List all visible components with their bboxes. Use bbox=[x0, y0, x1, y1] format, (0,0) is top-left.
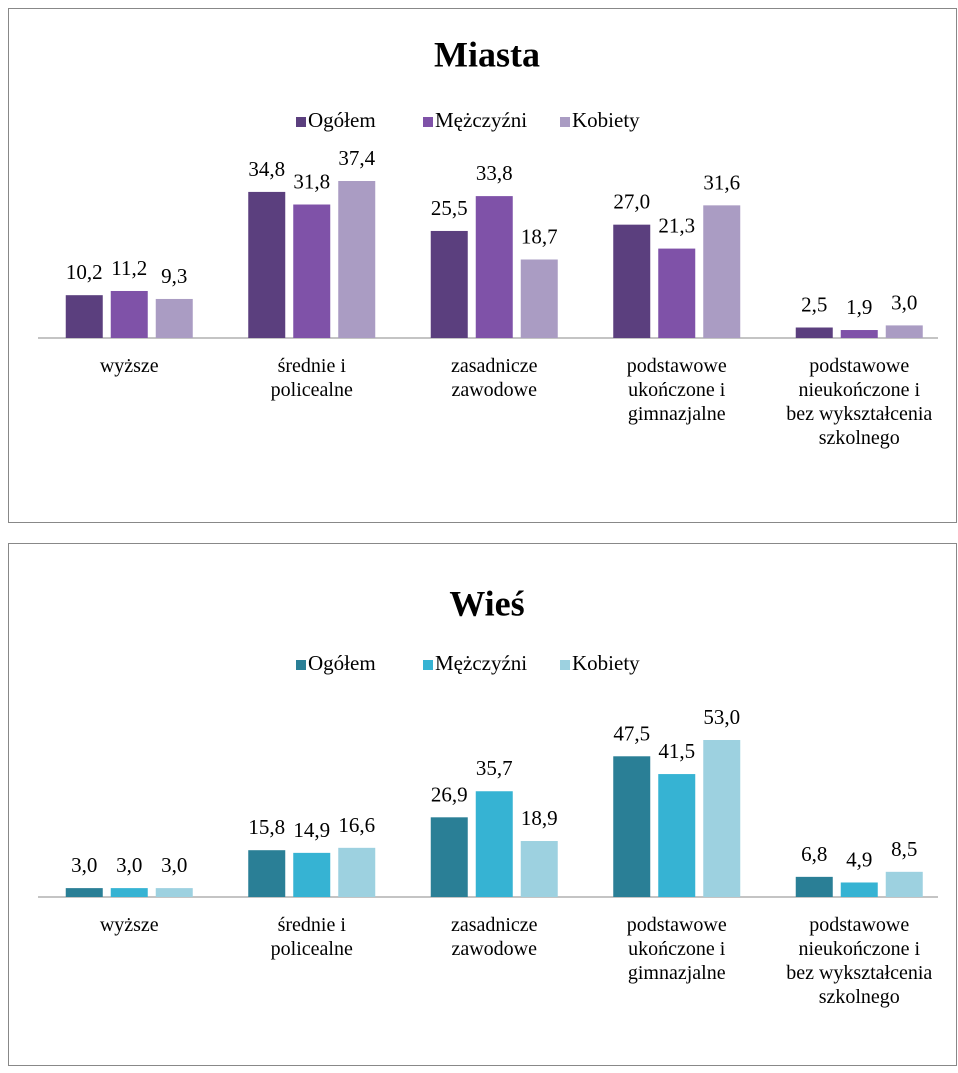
bar bbox=[885, 871, 923, 897]
value-label: 25,5 bbox=[431, 196, 468, 220]
category-label-box: podstawowe nieukończone i bez wykształce… bbox=[786, 355, 933, 449]
x-tick-label: wyższe bbox=[99, 355, 159, 377]
value-label: 26,9 bbox=[431, 782, 468, 806]
x-tick-label: podstawowe nieukończone i bez wykształce… bbox=[786, 914, 933, 1008]
bar bbox=[613, 756, 651, 897]
category-label-box: średnie i policealne bbox=[270, 355, 353, 401]
bar bbox=[795, 876, 833, 897]
bar bbox=[475, 791, 513, 897]
x-tick-label: zasadnicze zawodowe bbox=[450, 355, 538, 401]
bar bbox=[840, 882, 878, 897]
category-label-box: wyższe bbox=[99, 914, 159, 936]
category-label-box: zasadnicze zawodowe bbox=[450, 914, 538, 960]
x-tick-label: średnie i policealne bbox=[270, 914, 353, 960]
chart: Miasta Ogółem Mężczyźni Kobiety 10,2 11,2 9,3 w… bbox=[8, 8, 957, 523]
bar bbox=[658, 248, 696, 338]
legend-label: Mężczyźni bbox=[435, 651, 527, 675]
value-label: 31,8 bbox=[293, 170, 330, 194]
chart: Wieś Ogółem Mężczyźni Kobiety 3,0 3,0 3,0 wyższ… bbox=[8, 543, 957, 1066]
value-label: 9,3 bbox=[161, 264, 187, 288]
legend-swatch bbox=[296, 117, 306, 127]
legend-swatch bbox=[296, 660, 306, 670]
bar bbox=[110, 888, 148, 897]
value-label: 31,6 bbox=[703, 170, 740, 194]
value-label: 21,3 bbox=[658, 214, 695, 238]
bar bbox=[155, 298, 193, 338]
bar bbox=[703, 740, 741, 897]
bar bbox=[65, 295, 103, 338]
x-tick-label: zasadnicze zawodowe bbox=[450, 914, 538, 960]
value-label: 1,9 bbox=[846, 295, 872, 319]
value-label: 16,6 bbox=[338, 813, 375, 837]
x-tick-label: podstawowe nieukończone i bez wykształce… bbox=[786, 355, 933, 449]
bar bbox=[430, 230, 468, 338]
bar bbox=[703, 205, 741, 338]
x-tick-label: podstawowe ukończone i gimnazjalne bbox=[626, 355, 727, 425]
value-label: 8,5 bbox=[891, 837, 917, 861]
bar bbox=[613, 224, 651, 338]
category-label-box: podstawowe ukończone i gimnazjalne bbox=[626, 914, 727, 984]
category-label-box: średnie i policealne bbox=[270, 914, 353, 960]
bar bbox=[293, 204, 331, 338]
bar bbox=[293, 852, 331, 897]
value-label: 15,8 bbox=[248, 815, 285, 839]
legend-label: Kobiety bbox=[572, 651, 640, 675]
value-label: 27,0 bbox=[613, 190, 650, 214]
chart-title: Miasta bbox=[434, 34, 540, 74]
category-label-box: podstawowe ukończone i gimnazjalne bbox=[626, 355, 727, 425]
bar bbox=[338, 847, 376, 897]
bar bbox=[795, 327, 833, 338]
value-label: 37,4 bbox=[338, 146, 375, 170]
legend-label: Ogółem bbox=[308, 651, 376, 675]
value-label: 6,8 bbox=[801, 842, 827, 866]
value-label: 11,2 bbox=[111, 256, 147, 280]
bar bbox=[248, 191, 286, 338]
value-label: 3,0 bbox=[161, 853, 187, 877]
bar bbox=[475, 196, 513, 338]
legend-swatch bbox=[423, 117, 433, 127]
bar bbox=[658, 774, 696, 897]
value-label: 18,7 bbox=[521, 225, 558, 249]
bar bbox=[65, 888, 103, 897]
value-label: 47,5 bbox=[613, 721, 650, 745]
bar bbox=[520, 841, 558, 897]
bar bbox=[520, 259, 558, 338]
value-label: 3,0 bbox=[116, 853, 142, 877]
category-label-box: podstawowe nieukończone i bez wykształce… bbox=[786, 914, 933, 1008]
value-label: 10,2 bbox=[66, 260, 103, 284]
value-label: 35,7 bbox=[476, 756, 513, 780]
x-tick-label: średnie i policealne bbox=[270, 355, 353, 401]
x-tick-label: podstawowe ukończone i gimnazjalne bbox=[626, 914, 727, 984]
value-label: 41,5 bbox=[658, 739, 695, 763]
value-label: 4,9 bbox=[846, 847, 872, 871]
legend-label: Kobiety bbox=[572, 108, 640, 132]
category-label-box: wyższe bbox=[99, 355, 159, 377]
bar bbox=[885, 325, 923, 338]
legend-label: Ogółem bbox=[308, 108, 376, 132]
bar bbox=[338, 181, 376, 338]
value-label: 14,9 bbox=[293, 818, 330, 842]
bar bbox=[110, 290, 148, 338]
value-label: 18,9 bbox=[521, 806, 558, 830]
legend-label: Mężczyźni bbox=[435, 108, 527, 132]
category-label-box: zasadnicze zawodowe bbox=[450, 355, 538, 401]
bar bbox=[840, 330, 878, 338]
value-label: 3,0 bbox=[71, 853, 97, 877]
value-label: 33,8 bbox=[476, 161, 513, 185]
value-label: 53,0 bbox=[703, 705, 740, 729]
bar bbox=[430, 817, 468, 897]
value-label: 3,0 bbox=[891, 290, 917, 314]
legend-swatch bbox=[423, 660, 433, 670]
legend-swatch bbox=[560, 117, 570, 127]
chart-title: Wieś bbox=[449, 583, 524, 623]
bar bbox=[248, 850, 286, 897]
value-label: 34,8 bbox=[248, 157, 285, 181]
value-label: 2,5 bbox=[801, 293, 827, 317]
legend-swatch bbox=[560, 660, 570, 670]
bar bbox=[155, 888, 193, 897]
x-tick-label: wyższe bbox=[99, 914, 159, 936]
